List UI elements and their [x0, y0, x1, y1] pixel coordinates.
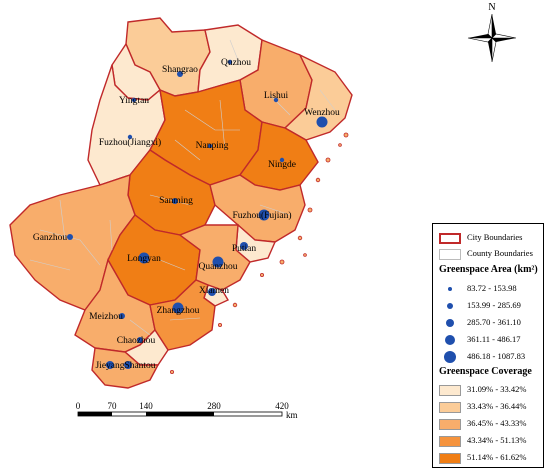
greenspace-dot [227, 59, 233, 65]
legend-city-boundaries: City Boundaries [439, 230, 522, 244]
legend-coverage-swatch [439, 384, 461, 396]
north-label: N [488, 2, 495, 13]
greenspace-dot [316, 116, 328, 128]
legend-coverage-class-1: 33.43% - 36.44% [439, 399, 527, 413]
city-label: Fuzhou(Jiangxi) [99, 137, 161, 148]
greenspace-dot [106, 361, 114, 369]
legend-area-class-0: 83.72 - 153.98 [439, 281, 517, 295]
scale-bar: 0 70 140 280 420 km [76, 401, 298, 420]
greenspace-dot [131, 97, 137, 103]
legend-coverage-label: 43.34% - 51.13% [467, 435, 527, 445]
greenspace-dot [124, 361, 132, 369]
legend-area-dot [445, 335, 455, 346]
legend-area-class-3: 361.11 - 486.17 [439, 332, 521, 346]
city-label: Chaozhou [117, 336, 156, 346]
legend-area-label: 361.11 - 486.17 [467, 334, 521, 344]
county-boundary-swatch [439, 248, 461, 260]
greenspace-dot [138, 252, 150, 264]
coastal-islands [169, 132, 349, 374]
scale-tick-420: 420 [275, 401, 289, 411]
legend-area-class-1: 153.99 - 285.69 [439, 298, 521, 312]
county-boundaries [29, 39, 336, 336]
region-fuzhou-fujian [209, 174, 306, 243]
legend-area-dot [447, 303, 453, 310]
greenspace-dot [127, 134, 133, 140]
legend-area-title: Greenspace Area (km²) [439, 264, 538, 275]
legend-area-dot [448, 287, 452, 292]
city-label: Yingtan [119, 96, 149, 106]
legend-county-boundaries: County Boundaries [439, 246, 533, 260]
city-label: Meizhou [89, 312, 123, 322]
greenspace-dot [119, 313, 125, 319]
legend-coverage-label: 31.09% - 33.42% [467, 384, 527, 394]
greenspace-dot [212, 256, 224, 268]
greenspace-dot [172, 198, 178, 204]
city-label: Fuzhou(Fujian) [232, 210, 291, 221]
city-label: Xiamen [199, 286, 229, 296]
city-label: Wenzhou [304, 108, 340, 118]
city-label: Shantou [124, 361, 155, 371]
legend-coverage-label: 36.45% - 43.33% [467, 418, 527, 428]
legend-coverage-class-4: 51.14% - 61.62% [439, 450, 527, 464]
city-label: Jieyang [95, 361, 124, 371]
greenspace-dot [258, 209, 270, 221]
legend-coverage-swatch [439, 452, 461, 464]
city-label: Longyan [127, 254, 161, 264]
greenspace-dot [240, 242, 248, 250]
scale-tick-140: 140 [139, 401, 153, 411]
legend-area-label: 83.72 - 153.98 [467, 283, 517, 293]
city-labels: Quzhou Shangrao Lishui Wenzhou Yingtan Fuzhou… [33, 58, 340, 371]
greenspace-dot [137, 337, 143, 343]
scale-tick-0: 0 [76, 401, 81, 411]
legend-coverage-class-3: 43.34% - 51.13% [439, 433, 527, 447]
scale-unit: km [286, 410, 298, 420]
city-label: Sanming [159, 196, 193, 206]
legend-coverage-label: 33.43% - 36.44% [467, 401, 527, 411]
legend-coverage-class-2: 36.45% - 43.33% [439, 416, 527, 430]
city-boundary-swatch [439, 232, 461, 244]
legend-coverage-title: Greenspace Coverage [439, 366, 532, 377]
region-jieyang-shantou [91, 347, 160, 389]
scale-tick-280: 280 [207, 401, 221, 411]
legend-area-dot [446, 319, 454, 328]
legend-area-class-2: 285.70 - 361.10 [439, 315, 521, 329]
legend-area-label: 285.70 - 361.10 [467, 317, 521, 327]
legend-area-label: 153.99 - 285.69 [467, 300, 521, 310]
greenspace-dot [279, 157, 285, 163]
city-label: Nanping [196, 141, 229, 151]
city-label: Putian [232, 244, 257, 254]
city-label: Ganzhou [33, 233, 68, 243]
legend: City Boundaries County Boundaries Greens… [432, 223, 544, 468]
greenspace-dot [172, 302, 184, 314]
legend-city-boundaries-label: City Boundaries [467, 232, 523, 242]
legend-area-dot [444, 351, 456, 364]
greenspace-dot [208, 288, 216, 296]
north-arrow: N [467, 2, 517, 63]
legend-coverage-class-0: 31.09% - 33.42% [439, 382, 527, 396]
city-label: Zhangzhou [157, 306, 200, 316]
greenspace-dots [67, 59, 328, 369]
city-label: Quzhou [221, 58, 251, 68]
legend-area-label: 486.18 - 1087.83 [467, 351, 526, 361]
greenspace-dot [207, 143, 213, 149]
city-label: Lishui [264, 91, 289, 101]
greenspace-dot [273, 97, 279, 103]
legend-coverage-label: 51.14% - 61.62% [467, 452, 527, 462]
legend-coverage-swatch [439, 435, 461, 447]
legend-county-boundaries-label: County Boundaries [467, 248, 533, 258]
scale-tick-70: 70 [108, 401, 118, 411]
city-label: Ningde [268, 160, 296, 170]
legend-area-class-4: 486.18 - 1087.83 [439, 349, 526, 364]
region-wenzhou [283, 53, 353, 141]
legend-coverage-swatch [439, 401, 461, 413]
legend-coverage-swatch [439, 418, 461, 430]
greenspace-dot [67, 234, 73, 240]
greenspace-dot [177, 71, 183, 77]
city-label: Shangrao [162, 65, 198, 75]
city-label: Quanzhou [198, 262, 237, 272]
